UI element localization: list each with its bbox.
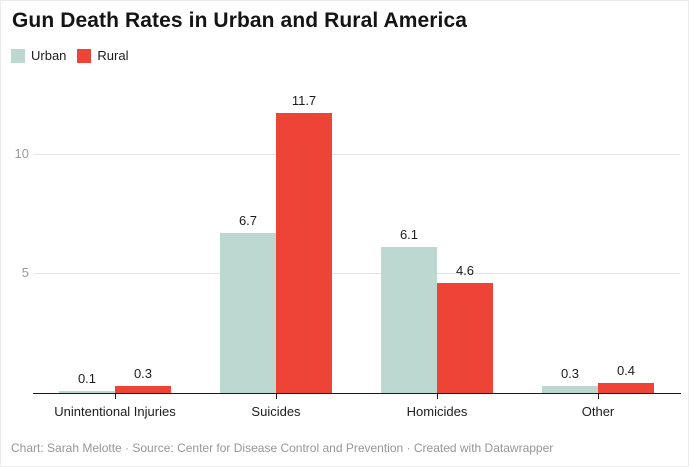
chart-footer: Chart: Sarah Melotte · Source: Center fo… bbox=[11, 441, 554, 455]
category-label-homicides: Homicides bbox=[406, 404, 468, 419]
bar-urban-suicides bbox=[220, 233, 276, 393]
legend-swatch-urban bbox=[11, 49, 25, 63]
bar-urban-other bbox=[542, 386, 598, 393]
y-axis-label-10: 10 bbox=[14, 146, 29, 161]
category-label-other: Other bbox=[581, 404, 615, 419]
bar-urban-unintentional-injuries bbox=[59, 391, 115, 393]
value-label-urban-other: 0.3 bbox=[560, 366, 580, 381]
x-tick-suicides bbox=[276, 394, 277, 399]
bar-rural-other bbox=[598, 383, 654, 393]
legend-item-rural: Rural bbox=[77, 48, 129, 63]
value-label-urban-homicides: 6.1 bbox=[399, 227, 419, 242]
chart-title: Gun Death Rates in Urban and Rural Ameri… bbox=[12, 9, 468, 32]
bar-rural-homicides bbox=[437, 283, 493, 393]
legend-swatch-rural bbox=[77, 49, 92, 63]
legend-label-urban: Urban bbox=[31, 48, 67, 63]
legend-label-rural: Rural bbox=[97, 48, 129, 63]
y-axis-label-5: 5 bbox=[21, 265, 29, 280]
category-label-unintentional-injuries: Unintentional Injuries bbox=[54, 404, 176, 419]
category-label-suicides: Suicides bbox=[251, 404, 301, 419]
value-label-rural-unintentional-injuries: 0.3 bbox=[133, 366, 153, 381]
x-tick-homicides bbox=[437, 394, 438, 399]
value-label-rural-homicides: 4.6 bbox=[455, 263, 475, 278]
value-label-rural-suicides: 11.7 bbox=[291, 93, 317, 108]
x-tick-unintentional-injuries bbox=[115, 394, 116, 399]
bar-rural-suicides bbox=[276, 113, 332, 393]
legend: Urban Rural bbox=[11, 49, 129, 63]
bar-urban-homicides bbox=[381, 247, 437, 393]
gridline-10 bbox=[34, 154, 680, 155]
gridline-5 bbox=[34, 273, 680, 274]
value-label-rural-other: 0.4 bbox=[616, 363, 636, 378]
legend-item-urban: Urban bbox=[11, 49, 66, 63]
bar-rural-unintentional-injuries bbox=[115, 386, 171, 393]
value-label-urban-suicides: 6.7 bbox=[238, 213, 258, 228]
x-tick-other bbox=[598, 394, 599, 399]
value-label-urban-unintentional-injuries: 0.1 bbox=[77, 371, 97, 386]
x-axis-line bbox=[33, 393, 681, 394]
